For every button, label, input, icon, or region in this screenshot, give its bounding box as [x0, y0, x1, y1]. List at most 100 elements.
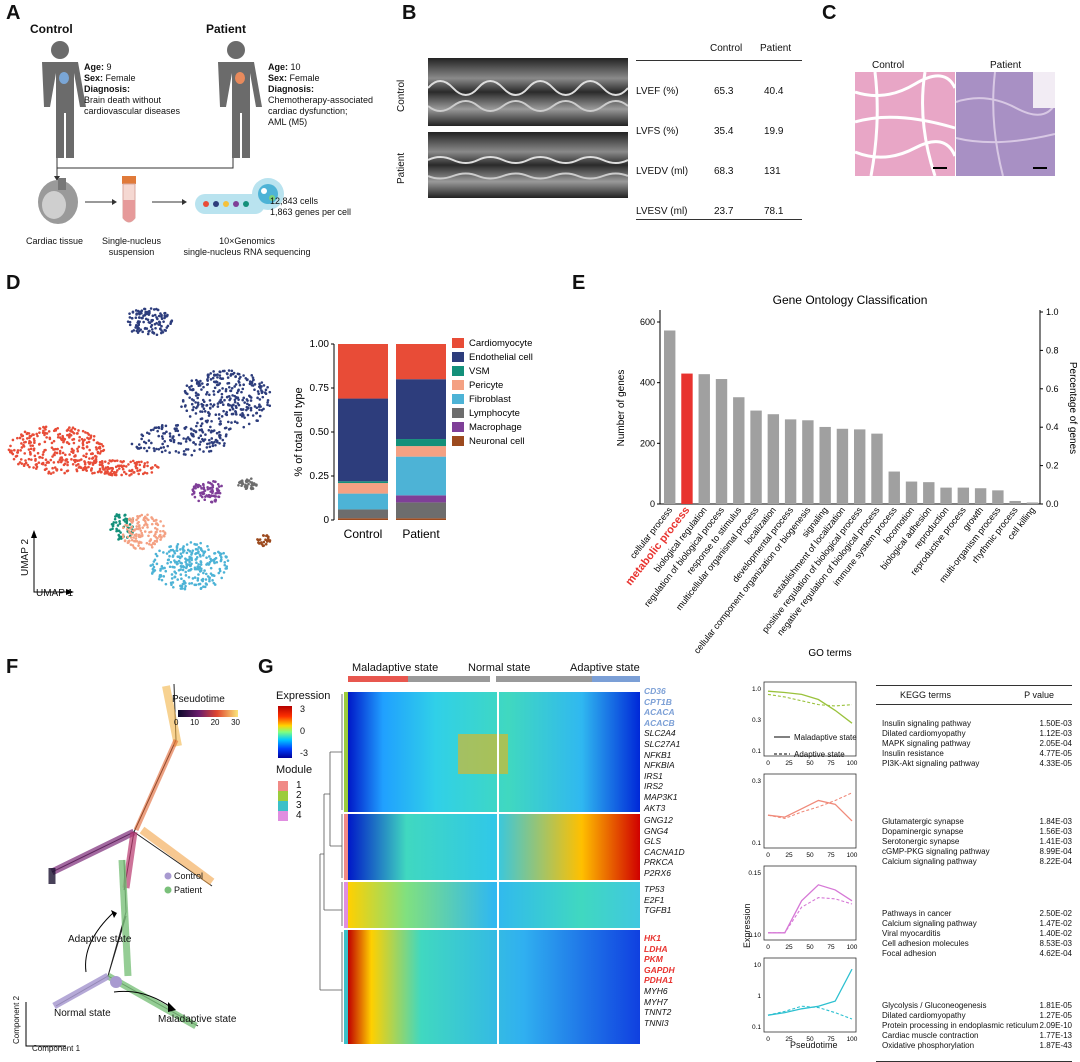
gene-label: MYH7	[644, 996, 668, 1007]
trend-x-tick-label: 50	[806, 1036, 814, 1043]
kegg-term: MAPK signaling pathway	[882, 739, 971, 748]
pseudotime-title: Pseudotime	[172, 694, 225, 705]
gene-label: NFKB1	[644, 749, 672, 760]
trend-y-tick-label: 0.3	[752, 717, 761, 724]
kegg-pvalue: 1.12E-03	[1039, 729, 1072, 738]
trend-line-maladaptive	[767, 799, 853, 822]
go-y2-tick-label: 0.4	[1046, 422, 1059, 432]
trend-x-tick-label: 100	[847, 852, 858, 859]
trend-y-tick-label: 10	[754, 962, 762, 969]
kegg-term: Cardiac muscle contraction	[882, 1031, 979, 1040]
kegg-pvalue: 8.22E-04	[1039, 857, 1072, 866]
kegg-term: Viral myocarditis	[882, 929, 941, 938]
control-title: Control	[30, 22, 73, 36]
go-bar	[784, 419, 797, 504]
echo-table-cell: 19.9	[764, 126, 784, 137]
tube-icon	[122, 176, 136, 223]
panel-label-d: D	[6, 272, 21, 294]
trend-y-tick-label: 0.3	[752, 778, 761, 785]
stack-y-label: % of total cell type	[293, 387, 305, 476]
trend-x-tick-label: 0	[766, 852, 770, 859]
go-y2-tick-label: 0.8	[1046, 345, 1059, 355]
stack-bar-segment	[338, 483, 388, 494]
umap-cluster	[130, 423, 228, 457]
stack-y-tick-label: 0.50	[310, 427, 330, 438]
stack-legend-swatch	[452, 338, 464, 348]
gene-label: IRS2	[644, 781, 663, 792]
gene-label: NFKBIA	[644, 760, 675, 771]
line-legend-maladaptive: Maladaptive state	[794, 733, 857, 742]
sequencing-stats: 12,843 cells 1,863 genes per cell	[270, 196, 352, 217]
kegg-term: Insulin resistance	[882, 749, 944, 758]
expr-tick-3: 3	[300, 704, 306, 714]
trend-x-tick-label: 100	[847, 1036, 858, 1043]
echo-table-cell: 35.4	[714, 126, 734, 137]
kegg-group: Pathways in cancer 2.50E-02 Calcium signal…	[882, 909, 1072, 959]
step-cardiac-tissue: Cardiac tissue	[26, 236, 84, 246]
kegg-row: Glutamatergic synapse 1.84E-03	[882, 817, 1072, 827]
trend-x-tick-label: 75	[827, 1036, 835, 1043]
gene-label: PDHA1	[644, 975, 673, 986]
go-bar	[854, 429, 866, 504]
kegg-header-p: P value	[1024, 690, 1054, 700]
stack-legend-label: Pericyte	[469, 380, 503, 391]
step-sequencing: 10×Genomics single-nucleus RNA sequencing	[183, 236, 311, 257]
echo-images	[428, 58, 628, 198]
go-bar	[681, 373, 693, 504]
kegg-term: Dopaminergic synapse	[882, 827, 964, 836]
trend-x-tick-label: 25	[785, 852, 793, 859]
panel-label-c: C	[822, 2, 837, 24]
trend-y-tick-label: 1.0	[752, 686, 761, 693]
kegg-pvalue: 1.81E-05	[1039, 1001, 1072, 1010]
kegg-header-term: KEGG terms	[900, 690, 952, 700]
stack-legend-label: VSM	[469, 366, 490, 377]
kegg-group: Glycolysis / Gluconeogenesis 1.81E-05 Dila…	[882, 1001, 1072, 1051]
kegg-pvalue: 4.77E-05	[1039, 749, 1072, 758]
control-body-icon	[42, 41, 86, 158]
gene-label: PRKCA	[644, 857, 674, 868]
stack-bar-segment	[396, 379, 446, 440]
panel-label-f: F	[6, 656, 19, 678]
gene-label: TNNI3	[644, 1017, 669, 1028]
module-trend-plot: 10 1 0.1 0 25 50 75 100	[752, 957, 858, 1043]
gene-label: TP53	[644, 884, 665, 894]
echo-table-cell: LVEF (%)	[636, 86, 679, 97]
trend-y-tick-label: 0.15	[748, 870, 761, 877]
go-bar	[767, 414, 780, 504]
kegg-term: Insulin signaling pathway	[882, 719, 971, 728]
stack-bar-segment	[338, 518, 388, 520]
echo-table-cell: 78.1	[764, 206, 784, 217]
gene-label: CPT1B	[644, 696, 672, 707]
go-bar	[992, 490, 1004, 504]
gene-label: IRS1	[644, 770, 663, 781]
go-y-tick-label: 200	[640, 438, 655, 448]
umap-cluster	[121, 513, 167, 551]
stack-legend-label: Macrophage	[469, 422, 522, 433]
gene-label: SLC27A1	[644, 738, 681, 749]
go-bar	[1009, 500, 1021, 504]
kegg-term: Glutamatergic synapse	[882, 817, 964, 826]
trend-x-tick-label: 75	[827, 760, 835, 767]
go-y2-tick-label: 0.6	[1046, 384, 1059, 394]
trend-y-tick-label: 0.10	[748, 932, 761, 939]
gene-label: TGFB1	[644, 905, 672, 916]
gene-label: CACNA1D	[644, 846, 685, 857]
gene-list-module2: GNG12 GNG4 GLS CACNA1D PRKCA P2RX6	[644, 815, 685, 879]
condition-tree	[25, 859, 199, 1047]
kegg-row: Focal adhesion 4.62E-04	[882, 949, 1072, 959]
kegg-row: Viral myocarditis 1.40E-02	[882, 929, 1072, 939]
histo-label-control: Control	[872, 60, 905, 71]
kegg-row: Cell adhesion molecules 8.53E-03	[882, 939, 1072, 949]
kegg-row: Serotonergic synapse 1.41E-03	[882, 837, 1072, 847]
stack-legend-label: Cardiomyocyte	[469, 338, 532, 349]
gene-label: LDHA	[644, 943, 668, 954]
echo-table-cell: LVEDV (ml)	[636, 166, 689, 177]
line-legend-adaptive: Adaptive state	[794, 750, 845, 759]
stack-bar-segment	[396, 456, 446, 496]
kegg-term: Cell adhesion molecules	[882, 939, 969, 948]
trend-x-tick-label: 75	[827, 944, 835, 951]
kegg-term: Pathways in cancer	[882, 909, 952, 918]
go-bar	[957, 487, 970, 504]
gene-label: ACACA	[644, 707, 675, 718]
stack-legend-label: Endothelial cell	[469, 352, 533, 363]
